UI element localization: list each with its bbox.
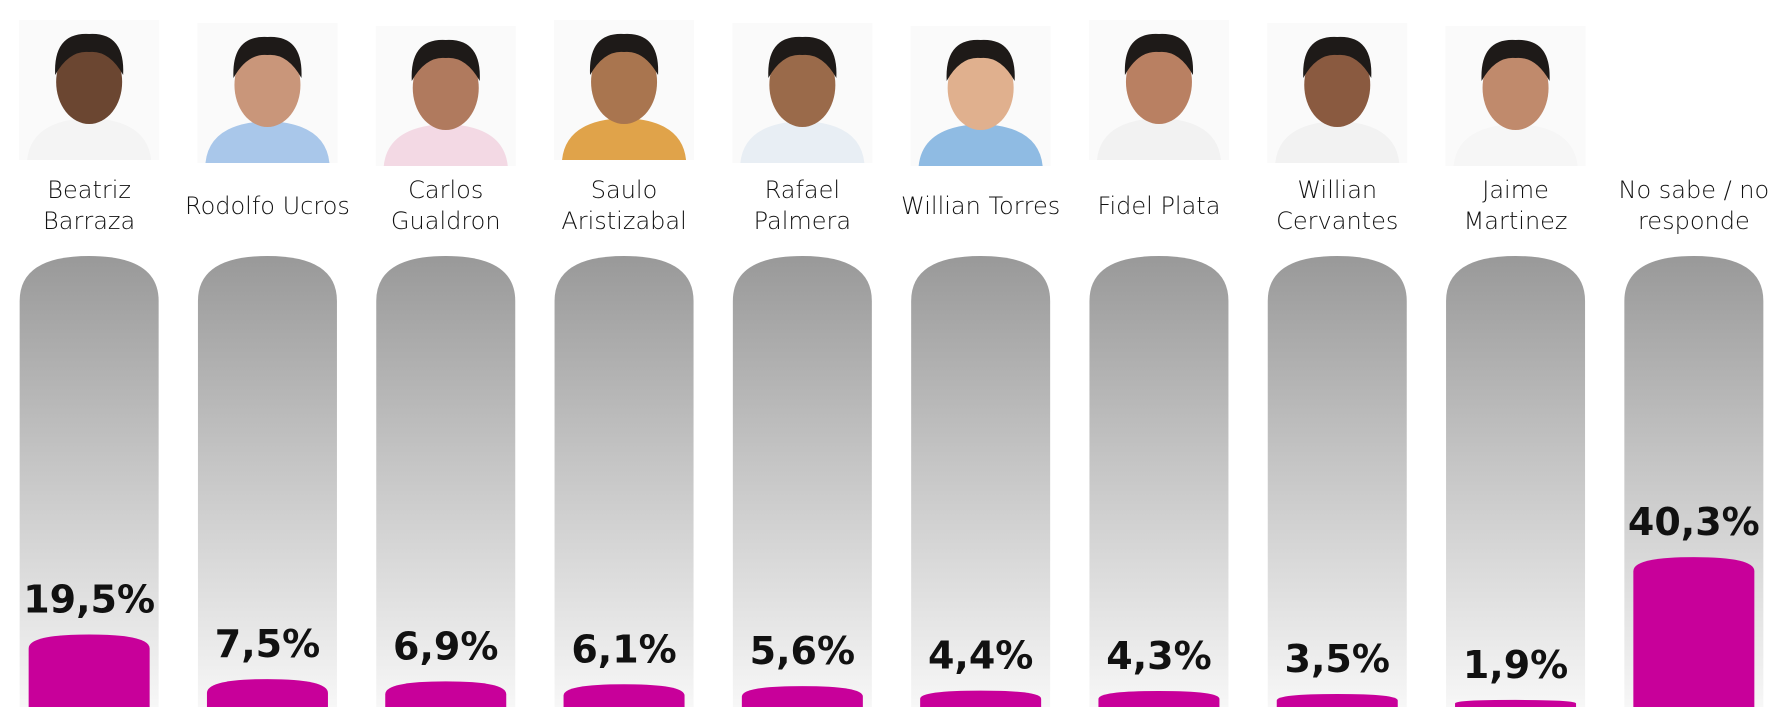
bar-track bbox=[19, 256, 159, 707]
photo-shirt bbox=[27, 118, 152, 160]
photo-hair bbox=[233, 36, 302, 78]
bar-track bbox=[1446, 256, 1586, 707]
value-label: 5,6% bbox=[750, 629, 855, 673]
bar-track bbox=[1267, 256, 1407, 707]
bar bbox=[920, 690, 1042, 707]
photo-face bbox=[947, 46, 1014, 130]
photo-shirt bbox=[383, 124, 508, 166]
value-label: 4,4% bbox=[928, 634, 1033, 678]
photo-face bbox=[591, 40, 658, 124]
photo-hair bbox=[1481, 39, 1550, 81]
bar-track bbox=[732, 256, 872, 707]
photo-face bbox=[234, 43, 301, 127]
category-label: Rafael Palmera bbox=[753, 176, 852, 235]
category-label: Willian Torres bbox=[901, 191, 1061, 220]
photo-hair bbox=[768, 36, 837, 78]
category-label: Beatriz Barraza bbox=[43, 176, 136, 235]
photo-hair bbox=[946, 39, 1015, 81]
bar bbox=[385, 681, 507, 707]
value-label: 1,9% bbox=[1463, 643, 1568, 687]
category-label: Jaime Martinez bbox=[1463, 176, 1568, 235]
value-label: 40,3% bbox=[1628, 500, 1760, 544]
bar bbox=[1455, 699, 1577, 707]
photo-face bbox=[1482, 46, 1549, 130]
photo-face bbox=[769, 43, 836, 127]
photo-face bbox=[56, 40, 123, 124]
category-label: Carlos Gualdron bbox=[390, 176, 501, 235]
bar-track bbox=[911, 256, 1051, 707]
photo-shirt bbox=[918, 124, 1043, 166]
photo-shirt bbox=[562, 118, 687, 160]
bar bbox=[741, 686, 863, 707]
value-label: 19,5% bbox=[23, 577, 155, 621]
photo-shirt bbox=[1096, 118, 1221, 160]
value-label: 6,9% bbox=[393, 624, 498, 668]
photo-shirt bbox=[1453, 124, 1578, 166]
category-label: Saulo Aristizabal bbox=[561, 176, 687, 235]
bar bbox=[1633, 557, 1755, 707]
bar-track bbox=[197, 256, 337, 707]
photo-hair bbox=[589, 33, 659, 75]
bar bbox=[206, 679, 328, 707]
value-label: 4,3% bbox=[1106, 634, 1211, 678]
photo-face bbox=[1125, 40, 1192, 124]
bar-track bbox=[1089, 256, 1229, 707]
category-label: No sabe / no responde bbox=[1618, 176, 1770, 235]
category-label: Rodolfo Ucros bbox=[184, 191, 350, 220]
bar-track bbox=[376, 256, 516, 707]
photo-hair bbox=[411, 39, 480, 81]
photo-shirt bbox=[740, 121, 865, 163]
bar bbox=[1098, 691, 1220, 707]
bar-track bbox=[554, 256, 694, 707]
photo-shirt bbox=[205, 121, 330, 163]
photo-hair bbox=[55, 33, 124, 75]
value-label: 7,5% bbox=[215, 622, 320, 666]
photo-hair bbox=[1303, 36, 1372, 78]
photo-face bbox=[1304, 43, 1371, 127]
bar bbox=[28, 634, 150, 707]
category-label: Willian Cervantes bbox=[1276, 176, 1399, 235]
photo-hair bbox=[1124, 33, 1194, 75]
value-label: 6,1% bbox=[571, 627, 676, 671]
bar bbox=[563, 684, 685, 707]
photo-face bbox=[412, 46, 479, 130]
bar bbox=[1276, 693, 1398, 707]
photo-shirt bbox=[1275, 121, 1400, 163]
value-label: 3,5% bbox=[1285, 637, 1390, 681]
category-label: Fidel Plata bbox=[1097, 191, 1221, 220]
